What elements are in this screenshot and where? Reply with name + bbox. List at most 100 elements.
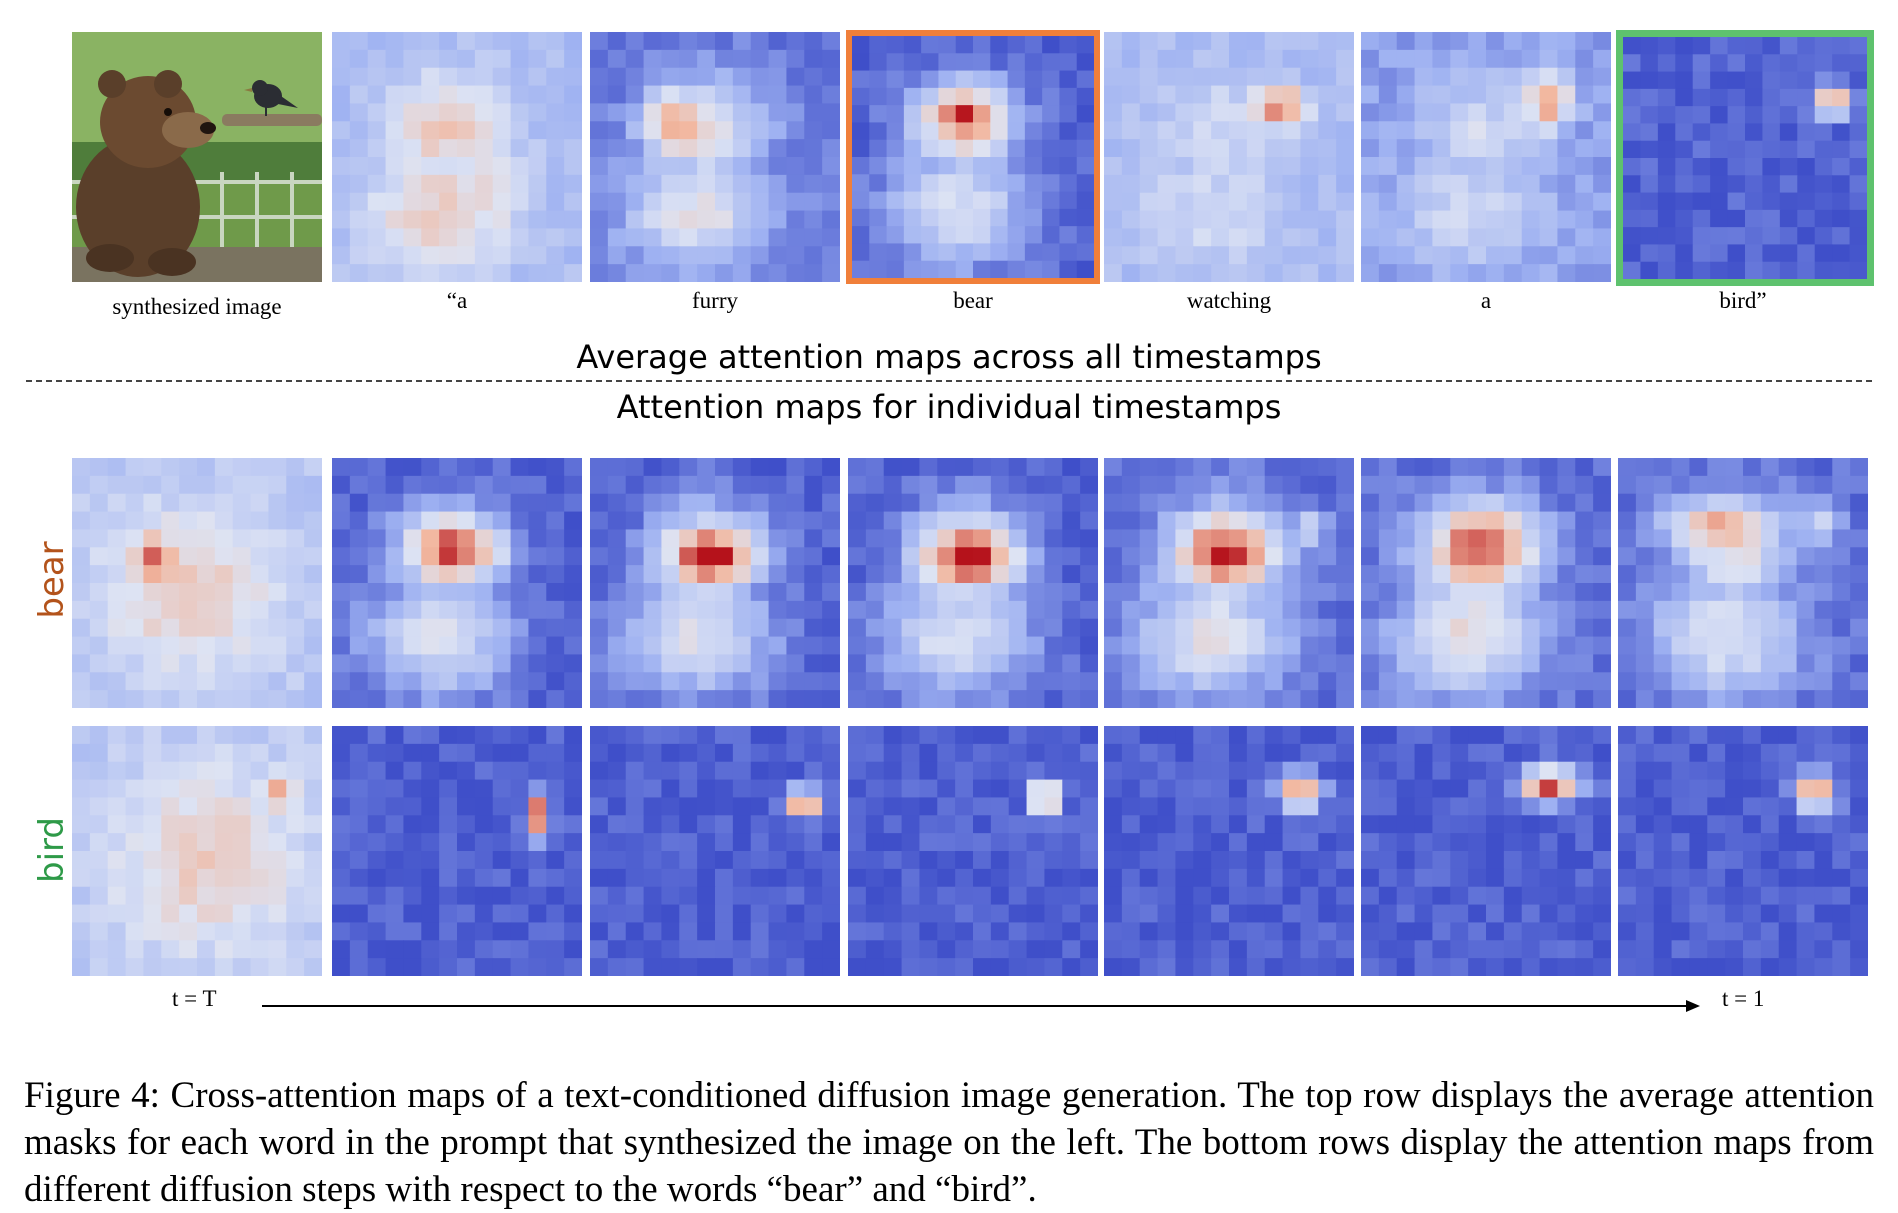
heatmap-cell: [1689, 636, 1708, 656]
heatmap-cell: [304, 529, 322, 548]
heatmap-cell: [214, 565, 234, 584]
heatmap-cell: [349, 940, 369, 959]
heatmap-cell: [750, 547, 770, 566]
heatmap-cell: [367, 922, 387, 941]
heatmap-cell: [1361, 67, 1380, 87]
heatmap-cell: [1175, 139, 1194, 158]
heatmap-cell: [1468, 833, 1487, 852]
heatmap-cell: [1653, 797, 1673, 816]
heatmap-cell: [1707, 565, 1726, 584]
heatmap-cell: [510, 922, 530, 941]
heatmap-cell: [510, 600, 530, 620]
heatmap-cell: [1689, 583, 1708, 602]
heatmap-cell: [1246, 264, 1266, 282]
heatmap-grid: [1104, 726, 1354, 976]
heatmap-cell: [990, 636, 1010, 656]
heatmap-cell: [1378, 264, 1398, 282]
heatmap-cell: [1640, 88, 1659, 107]
heatmap-cell: [1849, 106, 1867, 125]
heatmap-cell: [1104, 815, 1123, 834]
heatmap-cell: [1593, 493, 1611, 513]
heatmap-cell: [590, 32, 609, 51]
heatmap-cell: [590, 815, 609, 834]
heatmap-cell: [1849, 227, 1867, 246]
heatmap-cell: [143, 529, 162, 548]
heatmap-cell: [214, 886, 234, 906]
heatmap-cell: [457, 743, 476, 763]
heatmap-cell: [679, 922, 698, 941]
heatmap-cell: [1539, 565, 1559, 584]
heatmap-cell: [1246, 475, 1266, 495]
heatmap-cell: [510, 547, 530, 566]
heatmap-cell: [715, 833, 734, 852]
heatmap-cell: [1521, 121, 1541, 140]
heatmap-cell: [1671, 636, 1691, 656]
bird-map-step-1: [72, 726, 322, 976]
heatmap-cell: [1246, 458, 1266, 477]
heatmap-cell: [848, 475, 867, 495]
heatmap-cell: [1521, 85, 1541, 105]
heatmap-cell: [1229, 174, 1248, 194]
heatmap-cell: [607, 192, 627, 212]
heatmap-cell: [1121, 958, 1141, 976]
heatmap-cell: [643, 779, 663, 799]
heatmap-cell: [528, 529, 547, 548]
heatmap-cell: [1361, 922, 1380, 941]
heatmap-cell: [732, 797, 752, 816]
heatmap-cell: [197, 761, 216, 781]
heatmap-cell: [232, 529, 252, 548]
heatmap-cell: [768, 743, 788, 763]
heatmap-cell: [607, 174, 627, 194]
heatmap-cell: [1653, 529, 1673, 548]
heatmap-cell: [848, 904, 867, 924]
heatmap-cell: [367, 103, 387, 122]
heatmap-cell: [1593, 583, 1611, 602]
heatmap-cell: [921, 208, 940, 227]
heatmap-cell: [1175, 246, 1194, 265]
heatmap-cell: [564, 815, 582, 834]
heatmap-cell: [1318, 654, 1337, 673]
heatmap-cell: [72, 761, 91, 781]
heatmap-cell: [268, 940, 287, 959]
heatmap-cell: [643, 600, 663, 620]
heatmap-cell: [457, 904, 476, 924]
heatmap-cell: [804, 192, 823, 212]
time-arrow: [262, 1000, 1700, 1012]
heatmap-cell: [1318, 600, 1337, 620]
heatmap-cell: [179, 529, 198, 548]
heatmap-cell: [1778, 511, 1798, 531]
heatmap-cell: [1486, 192, 1505, 212]
heatmap-cell: [1300, 246, 1319, 265]
heatmap-cell: [822, 174, 840, 194]
heatmap-cell: [1121, 904, 1141, 924]
heatmap-cell: [1193, 157, 1212, 176]
heatmap-cell: [1396, 583, 1416, 602]
heatmap-cell: [1593, 761, 1611, 781]
heatmap-cell: [1044, 743, 1063, 763]
heatmap-cell: [1710, 192, 1729, 211]
heatmap-cell: [492, 192, 512, 212]
heatmap-cell: [1229, 210, 1248, 230]
heatmap-cell: [1300, 868, 1319, 888]
heatmap-cell: [1745, 261, 1764, 279]
heatmap-cell: [1521, 565, 1541, 584]
heatmap-cell: [1336, 726, 1354, 745]
heatmap-cell: [883, 636, 903, 656]
heatmap-cell: [439, 797, 458, 816]
heatmap-cell: [1623, 71, 1642, 90]
heatmap-cell: [1246, 67, 1266, 87]
heatmap-cell: [385, 192, 405, 212]
heatmap-cell: [1850, 761, 1868, 781]
heatmap-cell: [1689, 833, 1708, 852]
heatmap-cell: [250, 565, 270, 584]
heatmap-cell: [457, 761, 476, 781]
heatmap-cell: [1104, 174, 1123, 194]
heatmap-cell: [546, 779, 565, 799]
heatmap-cell: [1211, 565, 1230, 584]
heatmap-cell: [1618, 475, 1637, 495]
heatmap-cell: [1743, 600, 1762, 620]
heatmap-cell: [886, 243, 905, 262]
heatmap-cell: [1175, 583, 1194, 602]
heatmap-cell: [643, 511, 663, 531]
heatmap-cell: [1229, 475, 1248, 495]
